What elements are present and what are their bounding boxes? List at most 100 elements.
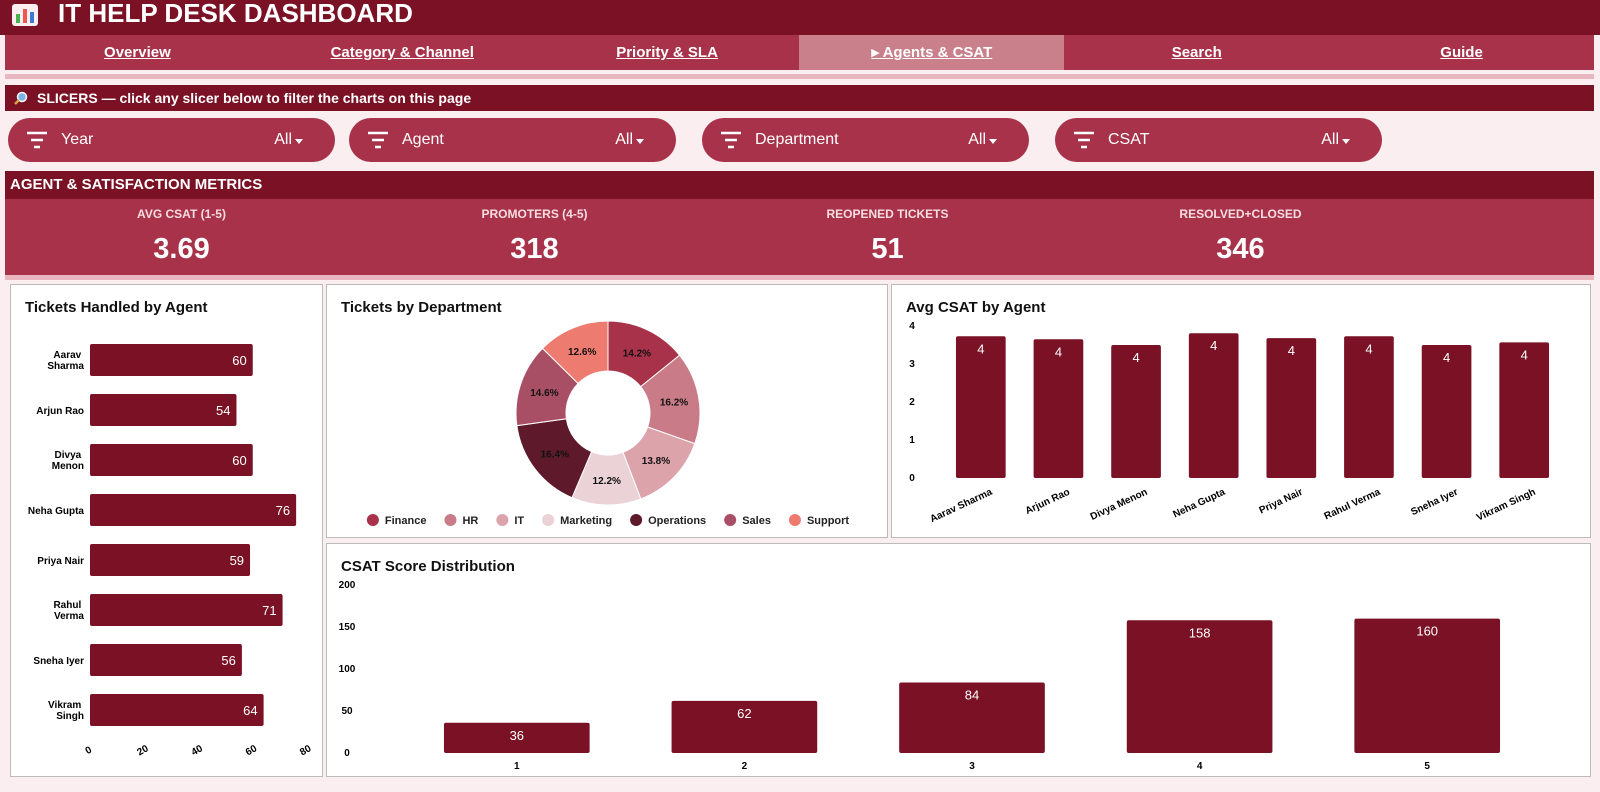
x-tick-label: Sneha Iyer bbox=[1409, 487, 1460, 518]
data-label: 160 bbox=[1416, 624, 1438, 639]
y-tick-label: 3 bbox=[909, 359, 915, 370]
chart-panel: Tickets Handled by Agent 0 20 40 60 80 Aarav S… bbox=[10, 284, 323, 777]
bar bbox=[671, 700, 818, 753]
y-tick-label: Divya Menon bbox=[52, 450, 84, 472]
legend-label: Finance bbox=[385, 515, 427, 527]
legend-label: Marketing bbox=[560, 515, 612, 527]
divider bbox=[5, 74, 1594, 79]
slicer-caret bbox=[295, 139, 303, 144]
y-tick-label: 100 bbox=[339, 664, 356, 675]
bar bbox=[90, 444, 253, 476]
slicer-value: All bbox=[1321, 131, 1339, 148]
donut-slice bbox=[541, 320, 609, 385]
nav-tab[interactable]: ▸ Agents & CSAT bbox=[799, 35, 1065, 70]
legend: Finance HR IT Marketing Operations Sales Suppo… bbox=[366, 514, 849, 527]
data-label: 4 bbox=[1521, 347, 1528, 362]
kpi-band: AVG CSAT (1-5) 3.69 PROMOTERS (4-5) 318 REOP… bbox=[5, 199, 1594, 275]
bar bbox=[899, 682, 1045, 753]
slicer-label: Department bbox=[755, 131, 839, 148]
nav-tab[interactable]: Guide bbox=[1440, 44, 1483, 61]
kpi-card: PROMOTERS (4-5) 318 bbox=[358, 199, 711, 266]
bar bbox=[1354, 618, 1501, 753]
y-tick-label: 2 bbox=[909, 397, 915, 408]
bar bbox=[1188, 333, 1239, 478]
bar bbox=[1266, 338, 1317, 478]
filter-icon bbox=[27, 131, 47, 149]
bar bbox=[1033, 339, 1084, 478]
kpi-label: PROMOTERS (4-5) bbox=[481, 207, 588, 221]
nav-tab[interactable]: Search bbox=[1171, 44, 1222, 61]
filter-icon bbox=[368, 131, 388, 149]
data-label: 60 bbox=[232, 453, 246, 468]
x-tick-label: 20 bbox=[135, 743, 151, 758]
legend-label: Operations bbox=[648, 515, 706, 527]
x-tick-label: 2 bbox=[742, 761, 748, 772]
kpi-label: AVG CSAT (1-5) bbox=[137, 207, 226, 221]
bar bbox=[90, 594, 283, 626]
y-tick-label: Arjun Rao bbox=[36, 406, 84, 417]
data-label: 4 bbox=[1210, 338, 1217, 353]
bar bbox=[90, 644, 242, 676]
bar bbox=[1421, 345, 1472, 478]
y-tick-label: 200 bbox=[339, 580, 356, 591]
kpi-card: REOPENED TICKETS 51 bbox=[711, 199, 1064, 266]
legend-swatch bbox=[724, 514, 737, 526]
y-tick-label: 150 bbox=[339, 622, 356, 633]
data-label: 4 bbox=[1365, 341, 1372, 356]
slicer[interactable]: Year All bbox=[8, 118, 335, 162]
x-tick-label: 4 bbox=[1197, 761, 1203, 772]
section-header: AGENT & SATISFACTION METRICS bbox=[5, 171, 1594, 199]
x-tick-label: 5 bbox=[1424, 761, 1430, 772]
slicer-caret bbox=[989, 139, 997, 144]
nav-tab[interactable]: Overview bbox=[104, 44, 171, 61]
nav-tab[interactable]: Priority & SLA bbox=[616, 44, 718, 61]
bar bbox=[90, 544, 251, 576]
chart-panel: CSAT Score Distribution 0 50 100 150 200 36 1 62… bbox=[326, 543, 1591, 777]
kpi-label: RESOLVED+CLOSED bbox=[1179, 207, 1302, 221]
header-icon bbox=[12, 4, 38, 26]
x-tick-label: Vikram Singh bbox=[1475, 487, 1537, 524]
x-tick-label: Priya Nair bbox=[1258, 487, 1305, 517]
data-label: 14.2% bbox=[623, 349, 651, 360]
page-title: IT HELP DESK DASHBOARD bbox=[58, 0, 413, 28]
slicer[interactable]: Department All bbox=[702, 118, 1029, 162]
slicer-label: CSAT bbox=[1108, 131, 1150, 148]
y-tick-label: Priya Nair bbox=[37, 556, 84, 567]
data-label: 36 bbox=[510, 728, 524, 743]
bar bbox=[1111, 345, 1161, 478]
slicer[interactable]: Agent All bbox=[349, 118, 676, 162]
bar bbox=[1499, 342, 1550, 478]
kpi-label: REOPENED TICKETS bbox=[826, 207, 949, 221]
x-tick-label: 60 bbox=[244, 743, 260, 758]
y-tick-label: 0 bbox=[909, 473, 915, 484]
legend-swatch bbox=[496, 514, 509, 526]
slicer[interactable]: CSAT All bbox=[1055, 118, 1382, 162]
y-tick-label: Aarav Sharma bbox=[47, 350, 84, 372]
y-tick-label: Vikram Singh bbox=[48, 700, 84, 722]
data-label: 16.2% bbox=[660, 398, 688, 409]
legend-swatch bbox=[630, 514, 643, 526]
data-label: 59 bbox=[230, 553, 244, 568]
x-tick-label: Arjun Rao bbox=[1024, 487, 1072, 517]
header: IT HELP DESK DASHBOARD bbox=[0, 0, 1600, 35]
nav-bar: Overview Category & Channel Priority & S… bbox=[5, 35, 1594, 70]
search-icon bbox=[14, 91, 28, 105]
slicer-label: Agent bbox=[402, 131, 444, 148]
y-tick-label: 1 bbox=[909, 435, 915, 446]
nav-tab[interactable]: Category & Channel bbox=[330, 44, 474, 61]
chart-title: CSAT Score Distribution bbox=[341, 558, 515, 575]
divider bbox=[5, 275, 1594, 280]
data-label: 158 bbox=[1189, 625, 1211, 640]
slicer-banner: SLICERS — click any slicer below to filt… bbox=[5, 85, 1594, 111]
x-tick-label: Aarav Sharma bbox=[928, 487, 994, 526]
legend-label: IT bbox=[514, 515, 524, 527]
chart-title: Tickets by Department bbox=[341, 299, 502, 316]
bar bbox=[955, 336, 1006, 478]
y-tick-label: 0 bbox=[344, 748, 350, 759]
legend-label: Support bbox=[807, 515, 849, 527]
bar bbox=[90, 394, 237, 426]
x-tick-label: 80 bbox=[298, 743, 314, 758]
slicer-caret bbox=[636, 139, 644, 144]
y-tick-label: 50 bbox=[341, 706, 353, 717]
x-tick-label: 3 bbox=[969, 761, 975, 772]
